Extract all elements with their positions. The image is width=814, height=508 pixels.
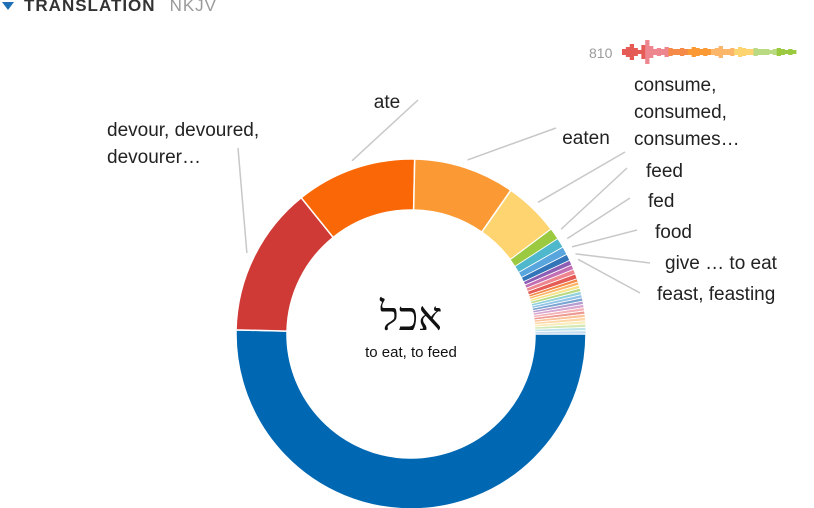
sparkline-bar <box>625 47 631 57</box>
sparkline-bar <box>703 48 708 56</box>
sparkline-bar <box>641 45 646 59</box>
sparkline-bar <box>722 49 727 55</box>
occurrence-count: 810 <box>589 45 613 61</box>
sparkline-bar <box>768 50 774 54</box>
leader-line <box>560 167 628 230</box>
leader-line <box>351 99 419 162</box>
leader-line <box>537 151 626 203</box>
sparkline-bar <box>672 49 677 55</box>
leader-line <box>566 197 631 240</box>
donut-slice[interactable] <box>534 330 587 335</box>
sparkline-bar <box>649 46 654 58</box>
section-title: TRANSLATION <box>24 0 156 15</box>
version-label[interactable]: NKJV <box>169 0 218 15</box>
sparkline-bar <box>633 48 638 56</box>
sparkline-bar <box>656 48 662 56</box>
sparkline-bar <box>660 49 665 55</box>
sparkline-bar <box>687 49 692 55</box>
sparkline-bar <box>683 49 689 55</box>
section-header: TRANSLATION NKJV <box>0 0 217 18</box>
sparkline-bar <box>761 49 766 55</box>
sparkline-bar <box>734 49 739 55</box>
slice-label[interactable]: eaten <box>562 128 610 149</box>
hebrew-word: אכל <box>379 294 442 340</box>
sparkline-bar <box>645 40 650 64</box>
leader-line <box>237 147 248 254</box>
slice-label[interactable]: ate <box>374 92 400 113</box>
sparkline-bar <box>710 49 716 55</box>
sparkline-bar <box>714 48 720 56</box>
sparkline-bar <box>749 49 754 55</box>
slice-label[interactable]: devour, devoured, devourer… <box>107 120 259 168</box>
sparkline-bar <box>788 49 793 55</box>
sparkline-bar <box>730 48 735 56</box>
sparkline-bar <box>668 48 673 56</box>
sparkline-bar <box>695 48 700 56</box>
sparkline-bar <box>718 46 723 58</box>
leader-line <box>575 253 651 264</box>
sparkline-bar <box>765 49 770 55</box>
sparkline-bar <box>741 48 747 56</box>
slice-label[interactable]: give … to eat <box>665 253 778 274</box>
slice-label[interactable]: consume, consumed, consumes… <box>634 75 740 150</box>
slice-label[interactable]: fed <box>648 191 674 212</box>
sparkline-bar <box>707 49 712 55</box>
sparkline-bar <box>652 49 658 55</box>
leader-line <box>577 258 641 294</box>
slice-label[interactable]: feast, feasting <box>657 284 775 305</box>
sparkline-bar <box>776 48 781 56</box>
sparkline-bar <box>680 48 685 56</box>
sparkline-bar <box>772 49 778 55</box>
sparkline-bar <box>784 50 789 54</box>
sparkline-bar <box>753 48 758 56</box>
leader-lines <box>237 99 651 294</box>
donut-slices <box>235 158 587 508</box>
sparkline-bar <box>792 50 797 54</box>
sparkline-bar <box>676 49 681 55</box>
leader-line <box>571 229 638 248</box>
leader-line <box>467 127 557 161</box>
slice-label[interactable]: food <box>655 222 692 243</box>
collapse-caret-icon[interactable] <box>2 2 14 10</box>
slice-labels: devour, devoured, devourer… ate eaten consum… <box>107 75 778 305</box>
sparkline-bar <box>745 49 750 55</box>
slice-label[interactable]: feed <box>646 161 683 182</box>
sparkline-bar <box>757 49 762 55</box>
word-gloss: to eat, to feed <box>365 344 457 361</box>
occurrence-sparkline[interactable] <box>622 40 797 64</box>
sparkline-bar <box>629 44 634 60</box>
sparkline-bar <box>726 49 731 55</box>
donut-slice[interactable] <box>235 329 587 508</box>
sparkline-bar <box>637 50 642 54</box>
sparkline-bar <box>780 49 785 55</box>
sparkline-bar <box>691 47 696 57</box>
sparkline-bar <box>622 49 627 55</box>
sparkline-bar <box>738 47 743 57</box>
sparkline-bar <box>664 47 669 57</box>
sparkline-bar <box>699 49 704 55</box>
